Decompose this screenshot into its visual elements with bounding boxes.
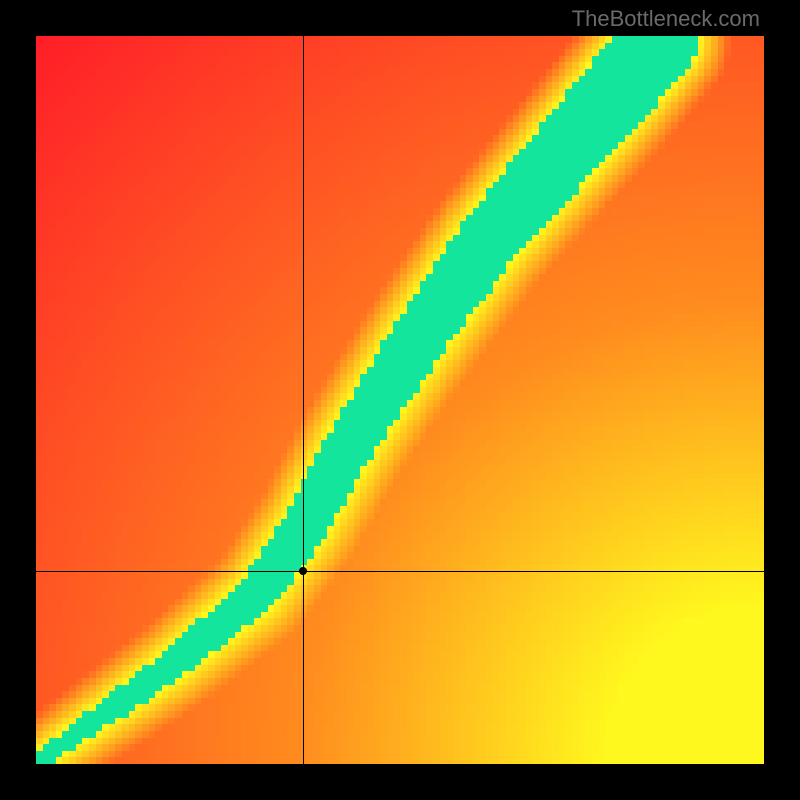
crosshair-dot-marker	[299, 567, 307, 575]
heatmap-canvas	[36, 36, 764, 764]
plot-area	[36, 36, 764, 764]
crosshair-horizontal-line	[36, 571, 764, 572]
watermark-text: TheBottleneck.com	[572, 6, 760, 32]
crosshair-vertical-line	[303, 36, 304, 764]
chart-container: TheBottleneck.com	[0, 0, 800, 800]
